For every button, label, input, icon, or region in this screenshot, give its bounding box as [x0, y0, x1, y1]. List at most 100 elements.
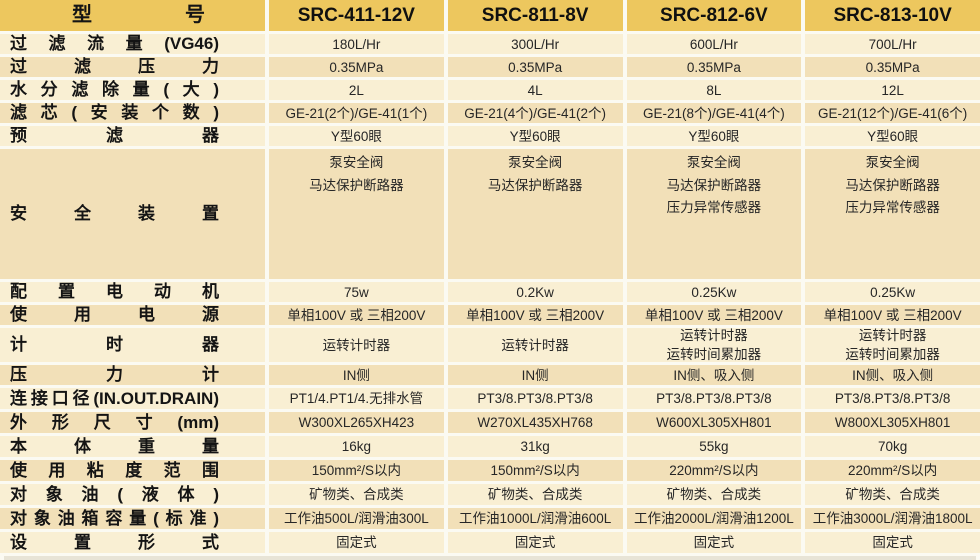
spec-value: 工作油500L/润滑油300L	[269, 508, 444, 529]
spec-value: 75w	[269, 282, 444, 302]
spec-value: 单相100V 或 三相200V	[805, 305, 980, 325]
spec-row-weight: 本体重量 16kg 31kg 55kg 70kg	[0, 436, 980, 457]
spec-value: PT3/8.PT3/8.PT3/8	[805, 388, 980, 409]
spec-value: 700L/Hr	[805, 34, 980, 54]
spec-row-water-removal: 水分滤除量(大) 2L 4L 8L 12L	[0, 80, 980, 100]
spec-value: 单相100V 或 三相200V	[626, 305, 802, 325]
spec-value: 单相100V 或 三相200V	[269, 305, 444, 325]
spec-value: 0.35MPa	[805, 57, 980, 77]
spec-value: IN侧、吸入侧	[805, 365, 980, 385]
spec-value: 4L	[447, 80, 623, 100]
row-label: 计时器	[0, 328, 265, 362]
spec-value: 矿物类、合成类	[269, 484, 444, 505]
spec-value: 220mm²/S以内	[805, 460, 980, 481]
spec-value: 31kg	[447, 436, 623, 457]
row-label: 设置形式	[0, 532, 265, 553]
spec-row-filter-pressure: 过滤压力 0.35MPa 0.35MPa 0.35MPa 0.35MPa	[0, 57, 980, 77]
spec-value: IN侧	[269, 365, 444, 385]
spec-value: 0.25Kw	[626, 282, 802, 302]
spec-value: 运转计时器 运转时间累加器	[805, 328, 980, 362]
spec-value: 12L	[805, 80, 980, 100]
model-name: SRC-812-6V	[626, 0, 802, 31]
spec-value: IN侧	[447, 365, 623, 385]
row-label: 配置电动机	[0, 282, 265, 302]
spec-value: 180L/Hr	[269, 34, 444, 54]
spec-value: 运转计时器	[447, 328, 623, 362]
model-header-row: 型号 SRC-411-12V SRC-811-8V SRC-812-6V SRC…	[0, 0, 980, 31]
row-label: 预滤器	[0, 126, 265, 146]
row-label: 外形尺寸(mm)	[0, 412, 265, 433]
spec-row-motor: 配置电动机 75w 0.2Kw 0.25Kw 0.25Kw	[0, 282, 980, 302]
spec-row-dimensions: 外形尺寸(mm) W300XL265XH423 W270XL435XH768 W…	[0, 412, 980, 433]
spec-value: 70kg	[805, 436, 980, 457]
spec-value: Y型60眼	[626, 126, 802, 146]
spec-value: IN侧、吸入侧	[626, 365, 802, 385]
row-label: 连接口径(IN.OUT.DRAIN)	[0, 388, 265, 409]
spec-value: 16kg	[269, 436, 444, 457]
row-label: 使用电源	[0, 305, 265, 325]
spec-value: PT3/8.PT3/8.PT3/8	[447, 388, 623, 409]
model-name: SRC-811-8V	[447, 0, 623, 31]
row-label: 本体重量	[0, 436, 265, 457]
spec-value: 单相100V 或 三相200V	[447, 305, 623, 325]
spec-value: 泵安全阀 马达保护断路器	[447, 149, 623, 279]
spec-value: 矿物类、合成类	[805, 484, 980, 505]
spec-value: 泵安全阀 马达保护断路器	[269, 149, 444, 279]
spec-value: GE-21(2个)/GE-41(1个)	[269, 103, 444, 123]
spec-row-power-supply: 使用电源 单相100V 或 三相200V 单相100V 或 三相200V 单相1…	[0, 305, 980, 325]
row-label: 对象油(液体)	[0, 484, 265, 505]
spec-value: Y型60眼	[805, 126, 980, 146]
model-label: 型号	[0, 0, 265, 31]
row-label: 安全装置	[0, 149, 265, 279]
spec-value: GE-21(4个)/GE-41(2个)	[447, 103, 623, 123]
row-label: 过滤流量(VG46)	[0, 34, 265, 54]
spec-row-connection-size: 连接口径(IN.OUT.DRAIN) PT1/4.PT1/4.无排水管 PT3/…	[0, 388, 980, 409]
spec-value: 工作油3000L/润滑油1800L	[805, 508, 980, 529]
spec-value: 固定式	[269, 532, 444, 553]
model-name: SRC-813-10V	[805, 0, 980, 31]
spec-value: W270XL435XH768	[447, 412, 623, 433]
spec-value: 运转计时器	[269, 328, 444, 362]
spec-value: 泵安全阀 马达保护断路器 压力异常传感器	[805, 149, 980, 279]
spec-value: 矿物类、合成类	[626, 484, 802, 505]
row-label: 使用粘度范围	[0, 460, 265, 481]
spec-value: 0.35MPa	[447, 57, 623, 77]
spec-row-flow-rate: 过滤流量(VG46) 180L/Hr 300L/Hr 600L/Hr 700L/…	[0, 34, 980, 54]
spec-value: 600L/Hr	[626, 34, 802, 54]
spec-value: 运转计时器 运转时间累加器	[626, 328, 802, 362]
row-label: 对象油箱容量(标准)	[0, 508, 265, 529]
spec-value: 0.35MPa	[626, 57, 802, 77]
spec-value: 220mm²/S以内	[626, 460, 802, 481]
spec-row-filter-element: 滤芯(安装个数) GE-21(2个)/GE-41(1个) GE-21(4个)/G…	[0, 103, 980, 123]
spec-value: 泵安全阀 马达保护断路器 压力异常传感器	[626, 149, 802, 279]
spec-row-viscosity-range: 使用粘度范围 150mm²/S以内 150mm²/S以内 220mm²/S以内 …	[0, 460, 980, 481]
spec-value: 55kg	[626, 436, 802, 457]
model-name: SRC-411-12V	[269, 0, 444, 31]
row-label: 滤芯(安装个数)	[0, 103, 265, 123]
spec-value: 300L/Hr	[447, 34, 623, 54]
spec-value: 固定式	[805, 532, 980, 553]
spec-value: PT1/4.PT1/4.无排水管	[269, 388, 444, 409]
spec-value: 0.2Kw	[447, 282, 623, 302]
spec-row-safety-devices: 安全装置 泵安全阀 马达保护断路器 泵安全阀 马达保护断路器 泵安全阀 马达保护…	[0, 149, 980, 279]
spec-value: 矿物类、合成类	[447, 484, 623, 505]
row-label: 压力计	[0, 365, 265, 385]
spec-row-tank-capacity: 对象油箱容量(标准) 工作油500L/润滑油300L 工作油1000L/润滑油6…	[0, 508, 980, 529]
spec-value: 固定式	[447, 532, 623, 553]
spec-row-target-oil: 对象油(液体) 矿物类、合成类 矿物类、合成类 矿物类、合成类 矿物类、合成类	[0, 484, 980, 505]
spec-row-timer: 计时器 运转计时器 运转计时器 运转计时器 运转时间累加器 运转计时器 运转时间…	[0, 328, 980, 362]
spec-value: GE-21(12个)/GE-41(6个)	[805, 103, 980, 123]
spec-row-pressure-gauge: 压力计 IN侧 IN侧 IN侧、吸入侧 IN侧、吸入侧	[0, 365, 980, 385]
spec-value: 工作油1000L/润滑油600L	[447, 508, 623, 529]
spec-value: GE-21(8个)/GE-41(4个)	[626, 103, 802, 123]
spec-row-pre-filter: 预滤器 Y型60眼 Y型60眼 Y型60眼 Y型60眼	[0, 126, 980, 146]
spec-value: W300XL265XH423	[269, 412, 444, 433]
spec-value: 0.35MPa	[269, 57, 444, 77]
spec-value: 2L	[269, 80, 444, 100]
spec-value: Y型60眼	[447, 126, 623, 146]
spec-value: Y型60眼	[269, 126, 444, 146]
spec-value: PT3/8.PT3/8.PT3/8	[626, 388, 802, 409]
row-label: 水分滤除量(大)	[0, 80, 265, 100]
spec-value: W800XL305XH801	[805, 412, 980, 433]
